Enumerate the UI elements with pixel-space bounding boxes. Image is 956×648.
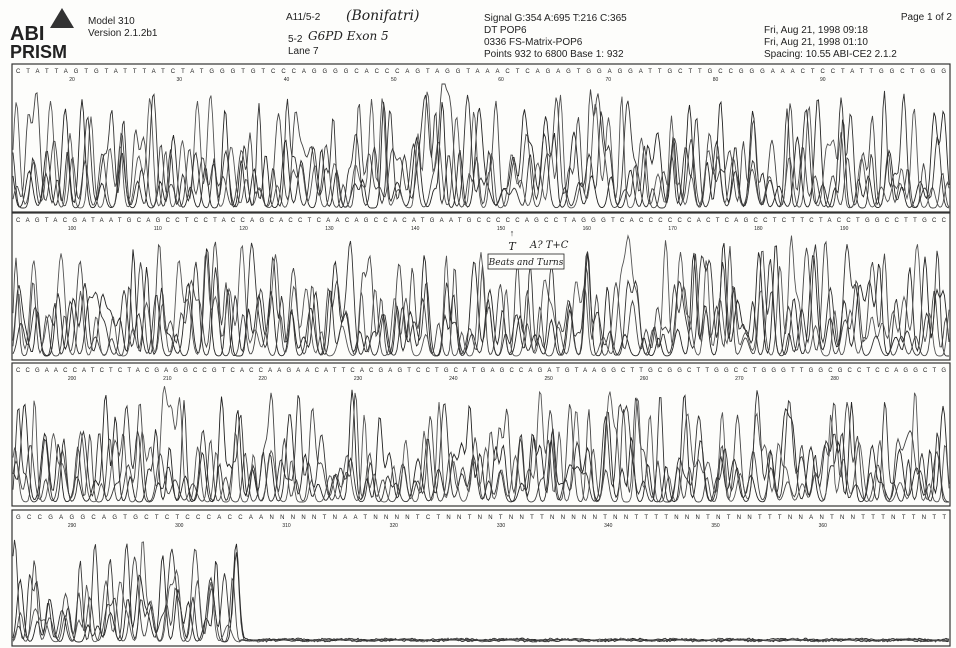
base-number: 130 xyxy=(325,226,334,232)
page: ABI PRISM Model 310 Version 2.1.2b1 A11/… xyxy=(0,0,956,648)
base-number: 260 xyxy=(640,376,649,382)
base-number: 200 xyxy=(68,376,77,382)
base-number: 60 xyxy=(498,77,504,83)
signal: Signal G:354 A:695 T:216 C:365 xyxy=(484,13,627,24)
base-number: 250 xyxy=(544,376,553,382)
base-number: 160 xyxy=(583,226,592,232)
base-number: 100 xyxy=(68,226,77,232)
matrix: 0336 FS-Matrix-POP6 xyxy=(484,37,583,48)
logo: PRISM xyxy=(10,42,67,62)
base-number: 280 xyxy=(830,376,839,382)
base-number: 120 xyxy=(239,226,248,232)
base-number: 270 xyxy=(735,376,744,382)
base-number: 80 xyxy=(713,77,719,83)
base-number: 240 xyxy=(449,376,458,382)
base-number: 50 xyxy=(391,77,397,83)
version: Version 2.1.2b1 xyxy=(88,28,158,39)
base-number: 320 xyxy=(390,523,399,529)
points: Points 932 to 6800 Base 1: 932 xyxy=(484,49,624,60)
base-number: 110 xyxy=(154,226,162,232)
base-number: 210 xyxy=(163,376,172,382)
base-number: 140 xyxy=(411,226,420,232)
base-number: 180 xyxy=(754,226,763,232)
base-number: 190 xyxy=(840,226,849,232)
base-number: 350 xyxy=(711,523,720,529)
base-number: 290 xyxy=(68,523,77,529)
model: Model 310 xyxy=(88,16,135,27)
base-number: 330 xyxy=(497,523,506,529)
base-number: 150 xyxy=(497,226,506,232)
base-number: 170 xyxy=(668,226,677,232)
exon: G6PD Exon 5 xyxy=(308,29,389,43)
polymer: DT POP6 xyxy=(484,25,527,36)
well: 5-2 xyxy=(288,34,303,45)
date: Fri, Aug 21, 1998 01:10 xyxy=(764,37,868,48)
base-number: 30 xyxy=(176,77,182,83)
base-number: 20 xyxy=(69,77,75,83)
date: Fri, Aug 21, 1998 09:18 xyxy=(764,25,868,36)
base-number: 230 xyxy=(354,376,363,382)
base-number: 220 xyxy=(258,376,267,382)
annotation: A? T+C xyxy=(529,240,569,251)
sample-note: (Bonifatri) xyxy=(346,8,419,24)
page-number: Page 1 of 2 xyxy=(901,12,953,23)
base-number: 300 xyxy=(175,523,184,529)
base-number: 90 xyxy=(820,77,826,83)
lane: Lane 7 xyxy=(288,46,319,57)
base-number: 40 xyxy=(284,77,290,83)
base-number: 340 xyxy=(604,523,613,529)
sample-name: A11/5-2 xyxy=(286,12,321,23)
base-number: 70 xyxy=(605,77,611,83)
base-number: 360 xyxy=(819,523,828,529)
base-number: 310 xyxy=(282,523,291,529)
annotation-arrow-head: ↑ xyxy=(510,228,515,238)
spacing: Spacing: 10.55 ABI-CE2 2.1.2 xyxy=(764,49,897,60)
annotation: Beats and Turns xyxy=(488,258,564,268)
